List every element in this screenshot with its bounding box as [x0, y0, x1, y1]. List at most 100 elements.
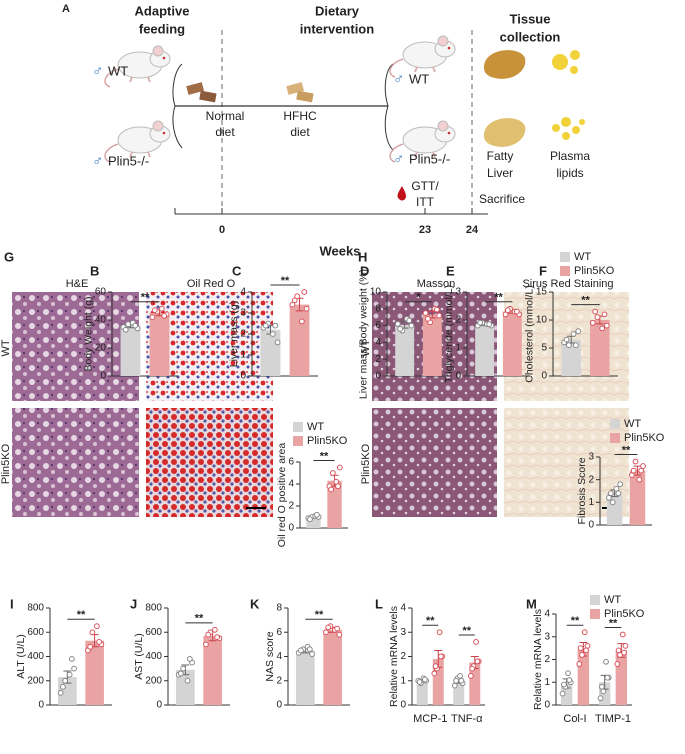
y-axis-label: Fibrosis Score — [576, 457, 588, 524]
legend-swatch — [560, 266, 570, 276]
y-axis-label: Triglyceride (mmol/L) — [443, 285, 455, 383]
data-point — [581, 629, 588, 636]
data-point — [211, 626, 218, 633]
flow-branch — [172, 63, 183, 149]
legend-swatch — [590, 595, 600, 605]
bar — [120, 325, 141, 376]
y-tick-label: 2 — [455, 315, 461, 326]
data-point — [184, 677, 191, 684]
data-point — [565, 670, 571, 677]
y-tick-label: 4 — [240, 287, 246, 298]
data-point — [486, 321, 493, 328]
legend-swatch — [610, 419, 620, 429]
data-point — [594, 314, 601, 321]
stage-title: Adaptive — [135, 3, 190, 18]
data-point — [572, 342, 579, 349]
legend-swatch — [293, 436, 303, 446]
timeline-title: Weeks — [320, 243, 361, 258]
y-tick-label: 0 — [375, 371, 381, 382]
data-point — [458, 677, 465, 684]
y-tick-label: 2 — [375, 354, 381, 365]
flow-branch — [384, 63, 394, 151]
data-point — [214, 634, 221, 640]
data-point — [96, 639, 103, 645]
y-tick-label: 0 — [588, 520, 594, 531]
significance-label: ** — [609, 617, 618, 629]
data-point — [607, 490, 614, 497]
y-tick-label: 800 — [145, 603, 162, 614]
error-bar — [633, 465, 642, 476]
food-icon — [186, 82, 205, 95]
data-point — [565, 342, 572, 349]
data-point — [274, 339, 281, 346]
data-point — [432, 663, 439, 670]
y-tick-label: 4 — [375, 337, 381, 348]
significance-label: ** — [494, 292, 503, 304]
micrograph — [146, 408, 273, 517]
y-tick-label: 5 — [541, 343, 547, 354]
food-icon — [296, 90, 314, 103]
sex-symbol: ♂ — [393, 71, 404, 88]
data-point — [436, 629, 443, 636]
data-point — [303, 305, 310, 312]
data-point — [297, 647, 304, 654]
data-point — [453, 677, 459, 684]
data-point — [294, 293, 301, 300]
data-point — [62, 677, 69, 684]
timeline-label: 24 — [466, 224, 479, 236]
stage-title: Tissue — [510, 11, 551, 26]
data-point — [57, 689, 64, 696]
sample-label: Plasma — [550, 149, 590, 163]
data-point — [477, 319, 484, 326]
sex-symbol: ♂ — [92, 63, 103, 80]
data-point — [93, 623, 100, 630]
data-point — [638, 467, 645, 474]
data-point — [474, 658, 481, 665]
y-tick-label: 3 — [588, 452, 594, 463]
bar — [475, 324, 495, 376]
bar — [469, 662, 481, 705]
y-tick-label: 0 — [400, 700, 406, 711]
food-icon — [199, 90, 217, 103]
data-point — [298, 318, 305, 325]
y-tick-label: 60 — [95, 287, 107, 298]
y-tick-label: 40 — [95, 315, 107, 326]
stage-title: intervention — [300, 21, 374, 36]
significance-label: ** — [77, 609, 86, 621]
y-tick-label: 20 — [95, 343, 107, 354]
data-point — [323, 629, 329, 636]
data-point — [132, 322, 139, 329]
row-label: WT — [0, 339, 12, 356]
data-point — [272, 322, 279, 329]
data-point — [394, 321, 401, 327]
bar — [306, 517, 321, 528]
y-tick-label: 2 — [544, 654, 550, 665]
data-point — [563, 336, 570, 343]
data-point — [433, 306, 440, 313]
data-point — [87, 643, 94, 650]
bar — [85, 640, 104, 705]
y-tick-label: 8 — [375, 303, 381, 314]
significance-label: ** — [462, 625, 471, 637]
x-tick-label: Col-I — [563, 713, 586, 725]
y-tick-label: 0 — [288, 523, 294, 534]
data-point — [473, 639, 479, 645]
data-point — [604, 674, 611, 681]
data-point — [599, 325, 606, 332]
y-tick-label: 0 — [455, 371, 461, 382]
legend-label: Plin5KO — [574, 265, 615, 277]
y-tick-label: 4 — [276, 651, 282, 662]
panel-letter: G — [4, 249, 14, 264]
y-tick-label: 0 — [276, 700, 282, 711]
data-point — [68, 656, 75, 662]
sex-symbol: ♂ — [92, 153, 103, 170]
y-tick-label: 2 — [276, 675, 282, 686]
bar — [260, 329, 281, 376]
legend-swatch — [560, 252, 570, 262]
data-point — [397, 326, 404, 332]
y-tick-label: 200 — [27, 675, 44, 686]
y-tick-label: 2 — [288, 501, 294, 512]
significance-label: ** — [315, 609, 324, 621]
blood-drop — [397, 186, 406, 201]
